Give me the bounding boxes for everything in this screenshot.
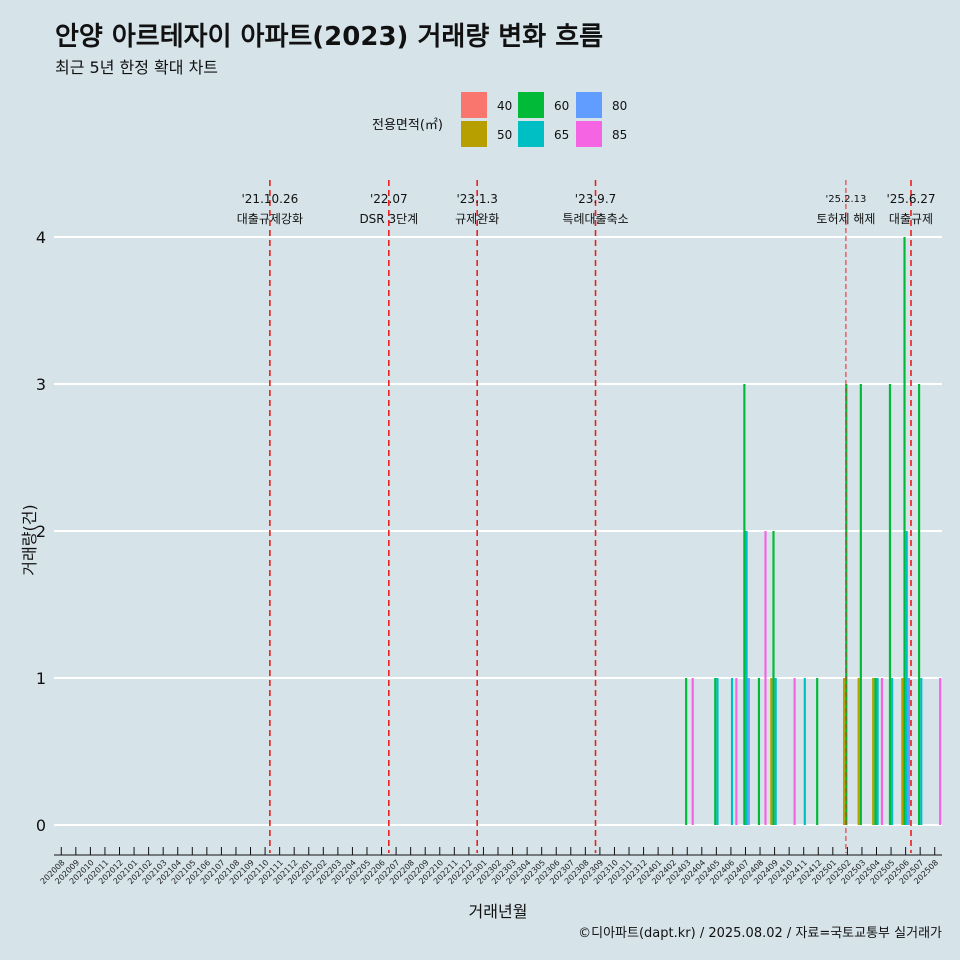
bar-85-202403 <box>691 678 694 825</box>
bar-60-202507 <box>917 384 921 825</box>
legend-label-65: 65 <box>554 128 570 142</box>
event-label: 토허제 해제 <box>816 212 875 226</box>
legend-title: 전용면적(㎡) <box>372 118 443 133</box>
bar-80-202506 <box>907 678 910 825</box>
bar-60-202412 <box>816 678 819 825</box>
bar-65-202504 <box>876 678 879 825</box>
bar-65-202505 <box>891 678 894 825</box>
event-date: '25.2.13 <box>825 194 866 205</box>
y-axis: 0 1 2 3 4 <box>36 228 46 835</box>
y-axis-label: 거래량(건) <box>20 504 39 576</box>
bar-60-202405 <box>714 678 717 825</box>
legend-swatch-40 <box>461 92 487 118</box>
chart-title: 안양 아르테자이 아파트(2023) 거래량 변화 흐름 <box>55 22 604 52</box>
bar-60-202407 <box>743 384 746 825</box>
bar-50-202502 <box>843 678 846 825</box>
legend-swatch-85 <box>576 121 602 147</box>
legend-label-40: 40 <box>497 99 513 113</box>
y-tick-label: 0 <box>36 816 46 835</box>
x-axis-label: 거래년월 <box>468 902 528 921</box>
event-date: '25.6.27 <box>886 192 935 206</box>
legend-label-85: 85 <box>612 128 628 142</box>
chart-subtitle: 최근 5년 한정 확대 차트 <box>55 58 219 77</box>
bar-65-202411 <box>803 678 806 825</box>
bar-65-202506 <box>905 531 908 825</box>
legend-swatch-60 <box>518 92 544 118</box>
legend-swatch-50 <box>461 121 487 147</box>
bar-85-202504 <box>880 678 884 825</box>
x-axis: 2020082020092020102020112020122021012021… <box>39 847 942 886</box>
bar-80-202407 <box>747 678 750 825</box>
legend-label-80: 80 <box>612 99 628 113</box>
legend-label-60: 60 <box>554 99 570 113</box>
y-tick-label: 3 <box>36 375 46 394</box>
bar-60-202409 <box>772 531 775 825</box>
y-tick-label: 4 <box>36 228 46 247</box>
bar-65-202507 <box>920 678 923 825</box>
event-lines: '21.10.26 대출규제강화 '22.07 DSR 3단계 '23.1.3 규제완화 '… <box>237 180 936 853</box>
y-tick-label: 2 <box>36 522 46 541</box>
bar-60-202505 <box>888 384 892 825</box>
bar-60-202506 <box>903 237 906 825</box>
bar-85-202508 <box>939 678 942 825</box>
bar-50-202409 <box>770 678 773 825</box>
bar-60-202504 <box>874 678 877 825</box>
event-date: '21.10.26 <box>242 192 299 206</box>
bar-60-202408 <box>757 678 761 825</box>
bar-65-202409 <box>774 678 777 825</box>
legend-swatch-65 <box>518 121 544 147</box>
bar-50-202503 <box>857 678 860 825</box>
legend-swatch-80 <box>576 92 602 118</box>
event-label: 특례대출축소 <box>562 212 628 226</box>
grid-lines <box>54 236 942 826</box>
bars <box>685 237 942 825</box>
bar-50-202504 <box>872 678 875 825</box>
bar-65-202406 <box>730 678 734 825</box>
event-label: 대출규제 <box>889 212 933 226</box>
bar-60-202403 <box>685 678 688 825</box>
bar-60-202503 <box>859 384 862 825</box>
event-label: DSR 3단계 <box>359 212 418 226</box>
event-date: '22.07 <box>370 192 408 206</box>
event-label: 대출규제강화 <box>237 212 303 226</box>
bar-50-202506 <box>901 678 904 825</box>
bar-85-202408 <box>764 531 767 825</box>
bar-85-202406 <box>735 678 738 825</box>
event-date: '23.1.3 <box>456 192 497 206</box>
bar-65-202405 <box>716 678 719 825</box>
legend-label-50: 50 <box>497 128 513 142</box>
y-tick-label: 1 <box>36 669 46 688</box>
bar-65-202407 <box>745 531 748 825</box>
bar-85-202410 <box>793 678 796 825</box>
event-date: '23.9.7 <box>575 192 616 206</box>
source-caption: ©디아파트(dapt.kr) / 2025.08.02 / 자료=국토교통부 실… <box>578 926 942 941</box>
event-label: 규제완화 <box>455 212 499 226</box>
